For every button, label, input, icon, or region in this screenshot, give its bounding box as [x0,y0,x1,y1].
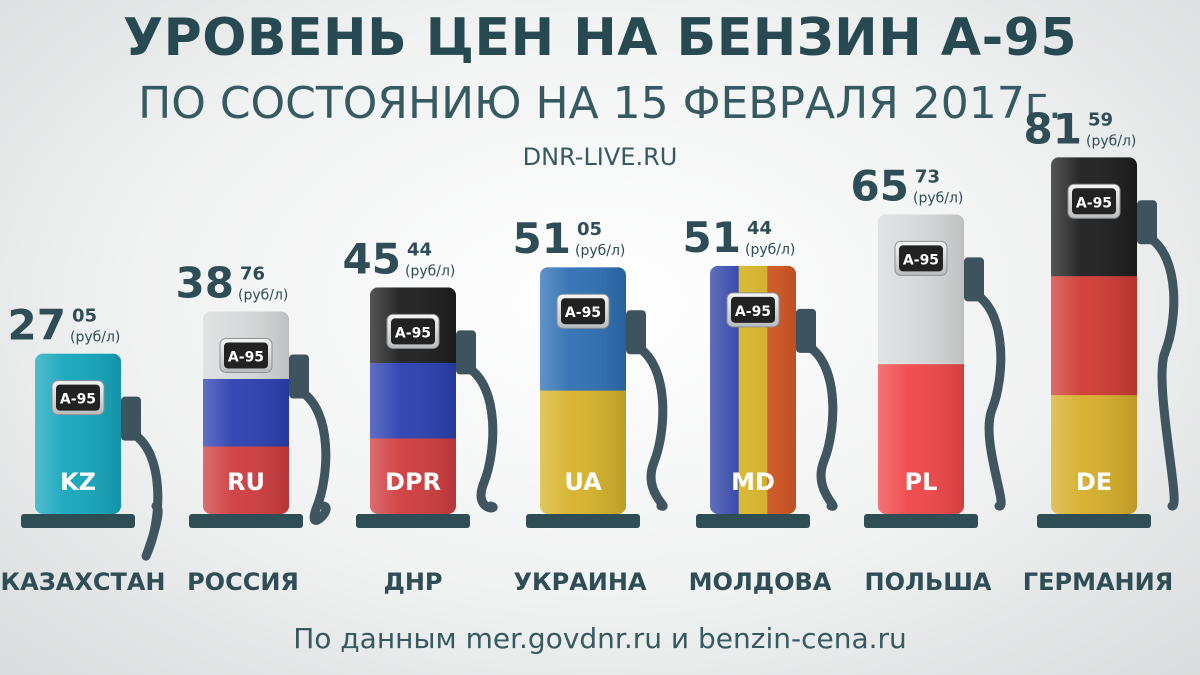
price-unit-label: (руб/л) [575,243,625,259]
pump-nozzle [121,396,141,441]
country-code: UA [564,468,602,496]
country-code: DPR [385,468,441,496]
pump-body [1051,157,1137,514]
pump-bar-dpr: А-95 DPR 45 44 (руб/л) [343,234,498,528]
country-code: DE [1076,468,1112,496]
country-name-label: МОЛДОВА [689,568,832,596]
price-dec-label: 05 [72,306,97,327]
price-int-label: 38 [176,258,234,307]
price-unit-label: (руб/л) [745,242,795,258]
pump-base [864,514,978,528]
country-name-label: ДНР [383,568,442,596]
fuel-label: А-95 [228,349,264,365]
fuel-label: А-95 [903,252,939,268]
pump-bar-ru: А-95 RU 38 76 (руб/л) [176,258,331,528]
fuel-label: А-95 [565,305,601,321]
price-dec-label: 05 [577,219,602,240]
pump-base [189,514,303,528]
country-name-label: ПОЛЬША [865,568,992,596]
price-int-label: 51 [683,213,741,262]
price-int-label: 45 [343,234,401,283]
country-name-label: УКРАИНА [513,568,646,596]
price-unit-label: (руб/л) [1086,133,1136,149]
pump-nozzle [626,310,646,355]
pump-bar-pl: А-95 PL 65 73 (руб/л) [851,161,1006,528]
country-code: MD [731,468,775,496]
price-unit-label: (руб/л) [238,287,288,303]
price-int-label: 81 [1024,104,1082,153]
site-label: DNR-LIVE.RU [522,143,678,171]
pump-hose [971,289,1006,511]
country-code: RU [227,468,265,496]
price-dec-label: 44 [407,239,432,260]
badge-plate [224,342,268,369]
country-name-label: ГЕРМАНИЯ [1023,568,1173,596]
price-dec-label: 73 [915,166,940,187]
pump-base [356,514,470,528]
price-unit-label: (руб/л) [405,263,455,279]
country-name-label: КАЗАХСТАН [1,568,166,596]
price-int-label: 65 [851,161,909,210]
country-code: PL [905,468,938,496]
fuel-label: А-95 [735,304,771,320]
price-dec-label: 44 [747,218,772,239]
pump-bar-ua: А-95 UA 51 05 (руб/л) [513,214,668,528]
pump-hose [1144,232,1179,511]
pump-base [1037,514,1151,528]
price-int-label: 27 [8,301,66,350]
pump-hose [633,342,668,511]
pump-bar-de: А-95 DE 81 59 (руб/л) [1024,104,1179,528]
badge-plate [1072,188,1116,215]
source-note: По данным mer.govdnr.ru и benzin-cena.ru [293,622,907,655]
fuel-label: А-95 [1076,195,1112,211]
badge-plate [391,318,435,345]
page-title: УРОВЕНЬ ЦЕН НА БЕНЗИН А-95 [122,8,1078,68]
pump-nozzle [289,354,309,399]
page-subtitle: ПО СОСТОЯНИЮ НА 15 ФЕВРАЛЯ 2017г. [138,78,1062,129]
pump-hose [296,386,331,525]
price-unit-label: (руб/л) [913,190,963,206]
badge-plate [899,245,943,272]
pump-hose [803,341,838,511]
badge-plate [731,296,775,323]
pump-base [696,514,810,528]
pump-nozzle [1137,200,1157,245]
price-int-label: 51 [513,214,571,263]
fuel-label: А-95 [60,392,96,408]
pump-body [203,311,289,514]
badge-plate [56,384,100,411]
pump-bar-md: А-95 MD 51 44 (руб/л) [683,213,838,528]
pump-hose [463,362,498,513]
pump-nozzle [964,257,984,302]
price-dec-label: 59 [1088,109,1113,130]
pump-base [21,514,135,528]
pump-nozzle [796,308,816,353]
pump-base [526,514,640,528]
pump-hose [128,429,163,561]
pump-bar-kz: А-95 KZ 27 05 (руб/л) [8,301,163,561]
pump-nozzle [456,330,476,375]
price-unit-label: (руб/л) [70,330,120,346]
country-name-label: РОССИЯ [187,568,299,596]
country-code: KZ [60,468,96,496]
fuel-label: А-95 [395,325,431,341]
price-dec-label: 76 [240,263,265,284]
badge-plate [561,298,605,325]
